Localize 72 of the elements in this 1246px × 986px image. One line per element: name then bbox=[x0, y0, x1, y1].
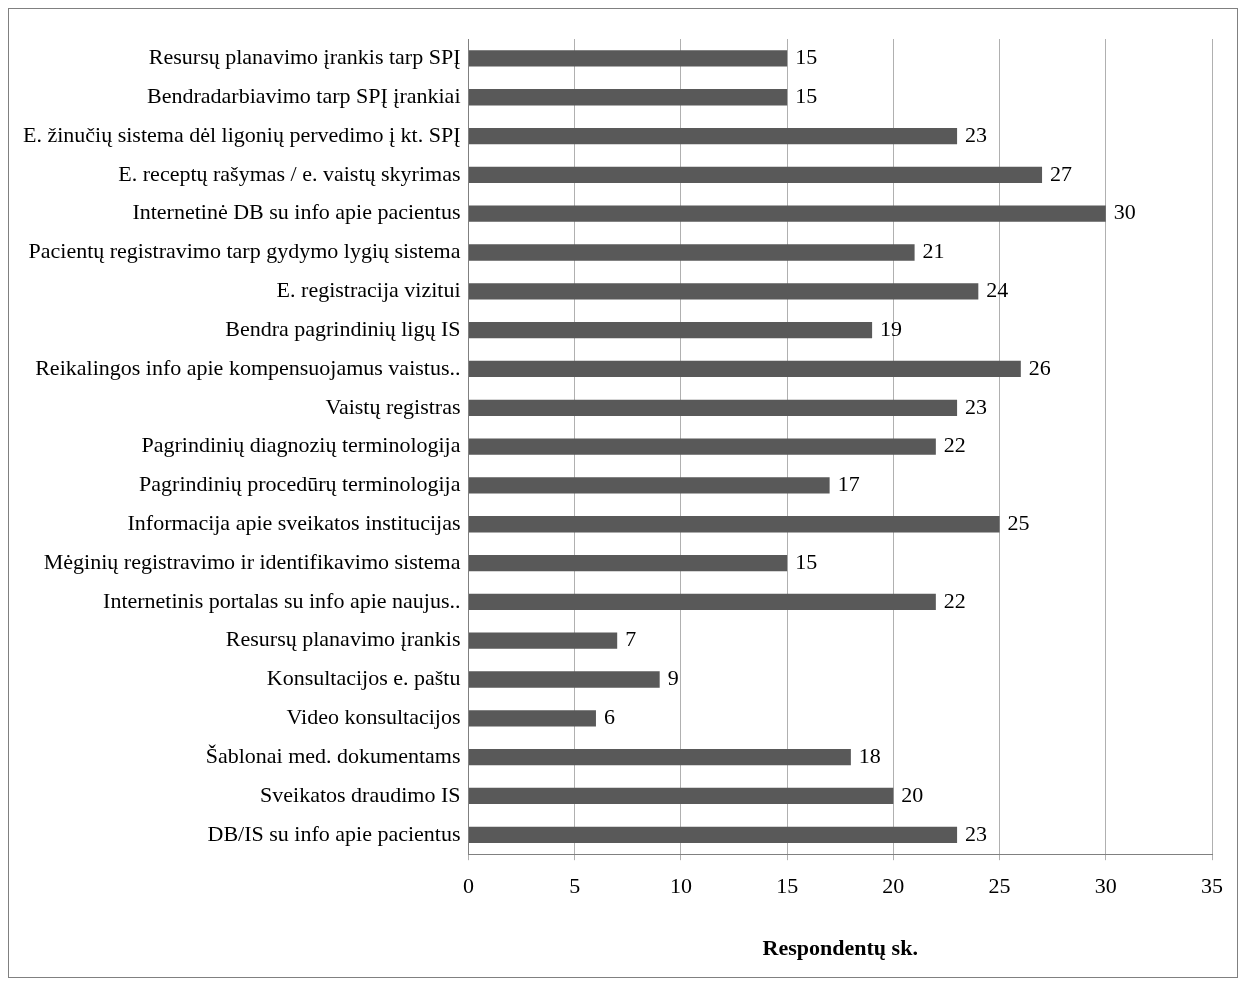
bar bbox=[469, 749, 851, 766]
y-tick-label: Pagrindinių procedūrų terminologija bbox=[139, 471, 461, 497]
data-label: 30 bbox=[1113, 199, 1136, 225]
y-tick-label: E. registracija vizitui bbox=[276, 277, 461, 303]
y-tick-label: DB/IS su info apie pacientus bbox=[207, 820, 461, 846]
bar bbox=[469, 477, 830, 494]
y-tick-label: Bendra pagrindinių ligų IS bbox=[225, 315, 461, 341]
data-label: 22 bbox=[943, 432, 966, 458]
data-label: 19 bbox=[880, 315, 903, 341]
data-label: 18 bbox=[858, 742, 881, 768]
bar bbox=[469, 360, 1021, 378]
y-tick-label: Reikalingos info apie kompensuojamus vaistus.. bbox=[35, 354, 461, 380]
y-tick-label: Resursų planavimo įrankis bbox=[225, 626, 461, 652]
bar bbox=[469, 283, 979, 300]
y-tick-label: Mėginių registravimo ir identifikavimo sistema bbox=[43, 548, 461, 574]
x-tick-label: 25 bbox=[988, 873, 1011, 899]
bar bbox=[469, 399, 958, 416]
x-tick-label: 5 bbox=[569, 873, 581, 899]
y-tick-label: Vaistų registras bbox=[325, 393, 461, 419]
data-label: 23 bbox=[965, 393, 988, 419]
bar bbox=[469, 787, 894, 805]
data-label: 15 bbox=[795, 548, 818, 574]
data-label: 15 bbox=[795, 83, 818, 109]
data-label: 15 bbox=[795, 44, 818, 70]
data-label: 23 bbox=[965, 121, 988, 147]
bar bbox=[469, 554, 788, 572]
bar bbox=[469, 321, 873, 339]
data-label: 7 bbox=[625, 626, 637, 652]
bar bbox=[469, 438, 936, 455]
x-tick-label: 10 bbox=[669, 873, 692, 899]
y-tick-label: Bendradarbiavimo tarp SPĮ įrankiai bbox=[147, 83, 461, 109]
x-tick-label: 30 bbox=[1094, 873, 1117, 899]
bar bbox=[469, 127, 958, 145]
bar bbox=[469, 166, 1043, 184]
data-label: 25 bbox=[1007, 510, 1030, 536]
x-tick-label: 15 bbox=[776, 873, 799, 899]
data-label: 27 bbox=[1050, 160, 1073, 186]
y-tick-label: Šablonai med. dokumentams bbox=[205, 742, 461, 768]
data-label: 9 bbox=[667, 665, 679, 691]
data-label: 21 bbox=[922, 238, 945, 264]
y-tick-label: Internetinė DB su info apie pacientus bbox=[132, 199, 461, 225]
y-tick-label: Video konsultacijos bbox=[286, 704, 461, 730]
y-tick-label: Informacija apie sveikatos institucijas bbox=[127, 510, 461, 536]
y-tick-label: E. receptų rašymas / e. vaistų skyrimas bbox=[118, 160, 461, 186]
y-tick-label: Konsultacijos e. paštu bbox=[266, 665, 461, 691]
x-tick-label: 35 bbox=[1201, 873, 1223, 899]
y-tick-label: Pagrindinių diagnozių terminologija bbox=[141, 432, 461, 458]
bar bbox=[469, 89, 788, 106]
x-tick-label: 20 bbox=[882, 873, 905, 899]
x-axis-title: Respondentų sk. bbox=[762, 935, 918, 961]
data-label: 20 bbox=[901, 781, 924, 807]
x-tick-label: 0 bbox=[463, 873, 474, 899]
data-label: 6 bbox=[603, 704, 615, 730]
data-label: 22 bbox=[943, 587, 966, 613]
data-label: 17 bbox=[837, 471, 860, 497]
bar bbox=[469, 244, 915, 261]
bar bbox=[469, 205, 1106, 222]
y-tick-label: Internetinis portalas su info apie naujus.. bbox=[103, 587, 461, 613]
data-label: 26 bbox=[1028, 354, 1051, 380]
bar bbox=[469, 50, 788, 67]
bar bbox=[469, 632, 618, 649]
y-tick-label: Sveikatos draudimo IS bbox=[260, 781, 461, 807]
bar bbox=[469, 671, 660, 688]
bar bbox=[469, 593, 936, 611]
bar bbox=[469, 710, 596, 727]
y-tick-label: Pacientų registravimo tarp gydymo lygių sistema bbox=[28, 238, 461, 264]
y-tick-label: E. žinučių sistema dėl ligonių pervedimo į kt. SPĮ bbox=[23, 121, 461, 147]
y-tick-label: Resursų planavimo įrankis tarp SPĮ bbox=[148, 44, 461, 70]
data-label: 24 bbox=[986, 277, 1009, 303]
bar bbox=[469, 516, 1000, 533]
data-label: 23 bbox=[965, 820, 988, 846]
bar bbox=[469, 826, 958, 843]
